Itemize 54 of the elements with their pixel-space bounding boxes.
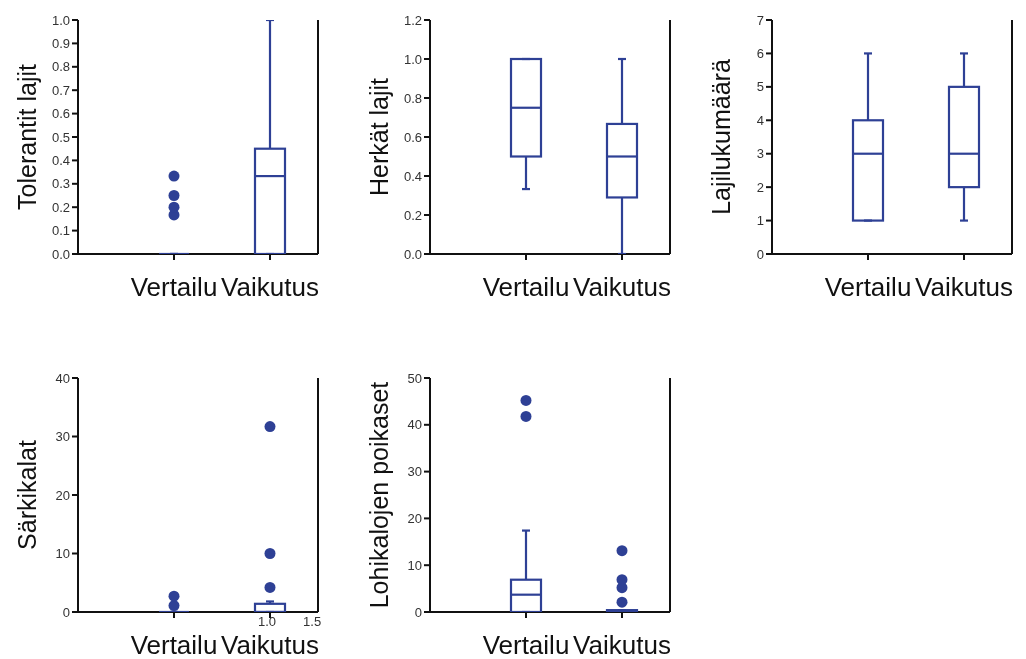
- y-tick-label: 0.6: [403, 129, 422, 145]
- y-tick-label: 0.4: [403, 168, 422, 184]
- x-tick-label: Vertailu: [824, 272, 912, 303]
- text: 1.5: [303, 614, 322, 629]
- y-tick-label: 0.5: [51, 129, 70, 145]
- y-axis-title: Särkikalat: [12, 440, 41, 550]
- y-tick-label: 1.2: [403, 12, 422, 28]
- y-tick-label: 1.0: [51, 12, 70, 28]
- text: 1.0: [258, 614, 277, 629]
- x-tick-label: Vaikutus: [221, 272, 319, 303]
- y-axis-title: Lajilukumäärä: [706, 59, 735, 215]
- x-tick-label: Vertailu: [482, 272, 570, 303]
- x-tick-label: Vertailu: [130, 630, 218, 659]
- y-tick-label: 30: [55, 429, 70, 445]
- y-tick-label: 3: [756, 146, 764, 162]
- y-tick-label: 20: [407, 511, 422, 527]
- x-tick-label: Vaikutus: [915, 272, 1013, 303]
- y-tick-label: 7: [756, 12, 764, 28]
- y-tick-label: 0.3: [51, 176, 70, 192]
- y-tick-label: 0.4: [51, 153, 70, 169]
- x-tick-label: Vertailu: [482, 630, 570, 659]
- y-tick-label: 10: [407, 557, 422, 573]
- y-tick-label: 4: [756, 112, 764, 128]
- y-tick-label: 0.1: [51, 223, 70, 239]
- y-tick-label: 1: [756, 213, 764, 229]
- y-tick-label: 0.8: [51, 59, 70, 75]
- y-tick-label: 0: [756, 246, 764, 262]
- x-tick-label: Vertailu: [130, 272, 218, 303]
- y-tick-label: 10: [55, 546, 70, 562]
- y-tick-label: 0: [62, 604, 70, 620]
- y-tick-label: 0.2: [403, 207, 422, 223]
- y-tick-label: 20: [55, 487, 70, 503]
- y-tick-label: 5: [756, 79, 764, 95]
- y-tick-label: 0.0: [403, 246, 422, 262]
- y-tick-label: 50: [407, 370, 422, 386]
- y-tick-label: 30: [407, 464, 422, 480]
- y-axis-title: Lohikalojen poikaset: [364, 381, 393, 609]
- y-tick-label: 2: [756, 179, 764, 195]
- x-tick-label: Vaikutus: [573, 272, 671, 303]
- y-tick-label: 0: [414, 604, 422, 620]
- y-tick-label: 0.2: [51, 199, 70, 215]
- y-tick-label: 40: [407, 417, 422, 433]
- y-tick-label: 6: [756, 46, 764, 62]
- y-tick-label: 0.8: [403, 90, 422, 106]
- y-tick-label: 0.0: [51, 246, 70, 262]
- y-axis-title: Herkät lajit: [364, 77, 393, 197]
- y-tick-label: 0.6: [51, 106, 70, 122]
- y-tick-label: 0.7: [51, 82, 70, 98]
- x-tick-label: Vaikutus: [573, 630, 671, 659]
- y-tick-label: 1.0: [403, 51, 422, 67]
- y-tick-label: 0.9: [51, 36, 70, 52]
- y-axis-title: Tolerantit lajit: [12, 64, 41, 210]
- y-tick-label: 40: [55, 370, 70, 386]
- x-tick-label: Vaikutus: [221, 630, 319, 659]
